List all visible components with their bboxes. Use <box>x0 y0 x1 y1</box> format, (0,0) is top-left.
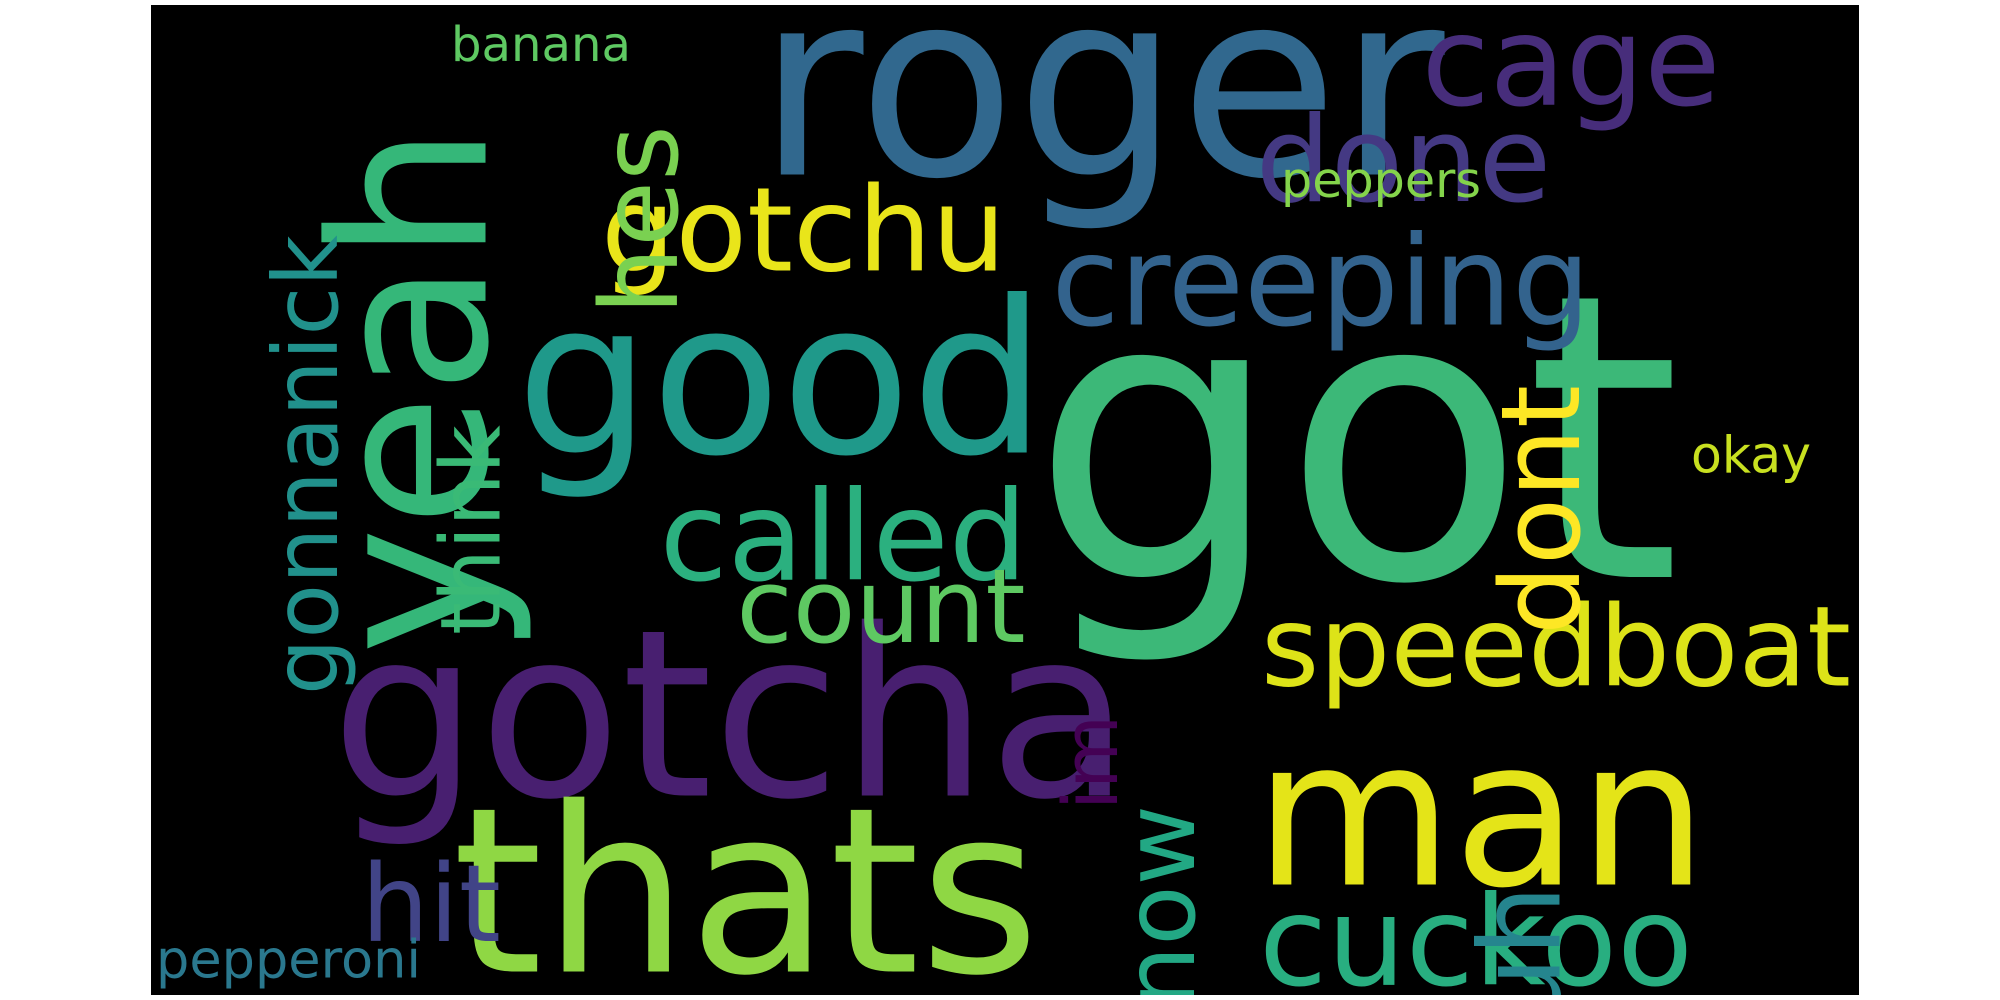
word-im: im <box>1047 715 1135 810</box>
word-pepperoni: pepperoni <box>156 930 421 991</box>
word-hes: hes <box>579 125 703 315</box>
word-gotcha: gotcha <box>331 580 1131 851</box>
word-roger: roger <box>757 5 1447 236</box>
word-got: got <box>1031 209 1681 671</box>
word-yeah: yeah <box>286 125 537 655</box>
word-peppers: peppers <box>1281 151 1481 209</box>
word-speedboat: speedboat <box>1261 583 1851 713</box>
word-cloud-background <box>151 5 1859 995</box>
word-done: done <box>1256 91 1551 229</box>
word-good: good <box>516 257 1046 504</box>
word-hit: hit <box>361 843 501 967</box>
word-bruh: bruh <box>1456 885 1587 995</box>
word-cage: cage <box>1421 5 1720 135</box>
word-gonnanick: gonnanick <box>254 235 358 695</box>
word-cloud: got roger yeah gotcha good thats man speedboat c… <box>151 5 1859 995</box>
word-banana: banana <box>451 17 631 73</box>
word-creeping: creeping <box>1051 211 1590 355</box>
word-dont: dont <box>1477 385 1605 635</box>
word-think: think <box>423 425 520 635</box>
word-man: man <box>1254 697 1707 934</box>
word-know: know <box>1104 805 1218 995</box>
word-called: called <box>660 466 1028 610</box>
word-count: count <box>736 548 1025 667</box>
word-cuckoo: cuckoo <box>1259 871 1693 996</box>
word-gotchu: gotchu <box>601 162 1006 299</box>
word-okay: okay <box>1691 426 1811 485</box>
word-thats: thats <box>452 759 1039 996</box>
